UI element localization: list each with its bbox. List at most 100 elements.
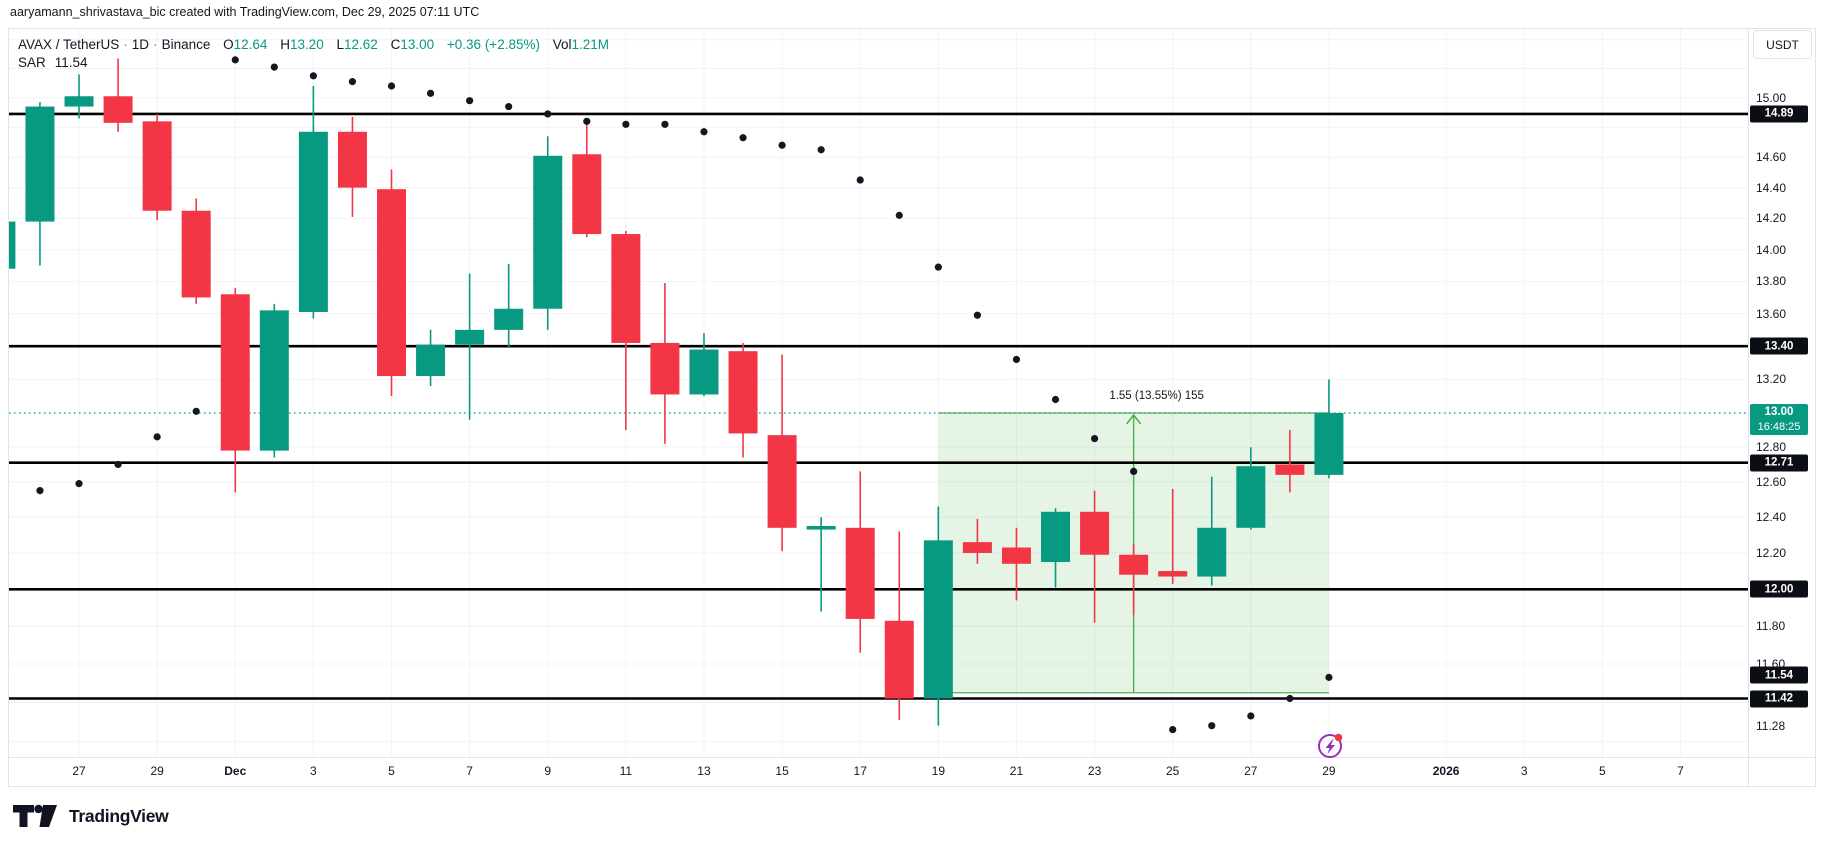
exchange-label: Binance bbox=[161, 37, 211, 52]
candles-layer bbox=[9, 58, 1344, 726]
time-axis-label: 7 bbox=[466, 764, 473, 778]
candle-body bbox=[494, 308, 524, 330]
candle-body bbox=[64, 96, 94, 107]
candle-body bbox=[298, 131, 328, 312]
tradingview-logo-text: TradingView bbox=[69, 805, 169, 826]
sar-dot bbox=[1286, 694, 1294, 703]
sar-dot bbox=[231, 56, 239, 64]
price-axis-badge: 11.54 bbox=[1750, 666, 1808, 684]
open-value: 12.64 bbox=[233, 37, 268, 52]
symbol-legend[interactable]: AVAX / TetherUS · 1D · Binance O12.64 H13.20… bbox=[18, 37, 609, 52]
candle bbox=[572, 124, 602, 238]
candle bbox=[181, 198, 211, 304]
price-axis-badge: 12.71 bbox=[1750, 454, 1808, 472]
bar-countdown: 16:48:25 bbox=[1757, 421, 1801, 433]
candle bbox=[1236, 447, 1266, 530]
legend-separator: · bbox=[153, 37, 158, 52]
horizontal-drawing-lines[interactable] bbox=[9, 112, 1748, 700]
low-value: 12.62 bbox=[344, 37, 378, 52]
price-range-label: 1.55 (13.55%) 155 bbox=[1109, 390, 1204, 402]
candle bbox=[455, 273, 485, 420]
close-label: C bbox=[390, 37, 401, 52]
current-price-badge: 13.00 16:48:25 bbox=[1750, 404, 1808, 435]
candle-body bbox=[377, 189, 406, 377]
time-axis-label: 27 bbox=[1244, 764, 1258, 778]
sar-dot bbox=[856, 176, 864, 184]
candle bbox=[767, 354, 797, 552]
candle-body bbox=[1314, 413, 1344, 475]
candle-body bbox=[181, 210, 211, 298]
candle bbox=[962, 518, 992, 564]
volume-label: Vol bbox=[552, 37, 572, 52]
sar-dot bbox=[622, 120, 630, 128]
candle-body bbox=[845, 527, 875, 619]
time-axis-label: 21 bbox=[1009, 764, 1024, 778]
candle-body bbox=[767, 435, 797, 528]
candle-body bbox=[337, 131, 367, 188]
price-axis-label: 14.00 bbox=[1756, 242, 1787, 257]
sar-dot bbox=[778, 141, 786, 149]
sar-dot bbox=[934, 263, 942, 271]
candle-body bbox=[962, 542, 992, 553]
indicator-legend[interactable]: SAR 11.54 bbox=[18, 55, 88, 70]
candle-body bbox=[9, 221, 16, 269]
price-axis-label: 12.20 bbox=[1756, 545, 1787, 560]
indicator-value: 11.54 bbox=[54, 55, 88, 70]
time-axis-label: 17 bbox=[853, 764, 867, 778]
candle bbox=[1001, 527, 1031, 601]
candle bbox=[1119, 543, 1149, 616]
price-axis-label: 13.80 bbox=[1756, 274, 1787, 289]
change-value: +0.36 (+2.85%) bbox=[446, 37, 540, 52]
candle-body bbox=[103, 96, 133, 123]
candle-body bbox=[806, 526, 836, 530]
candle bbox=[845, 471, 875, 653]
candle bbox=[220, 287, 250, 493]
candle bbox=[1197, 476, 1227, 586]
magic-ai-button[interactable] bbox=[1314, 730, 1346, 762]
open-label: O bbox=[223, 37, 234, 52]
candle bbox=[884, 531, 914, 720]
price-axis-label: 13.20 bbox=[1756, 372, 1787, 387]
candle-body bbox=[728, 351, 758, 434]
candle-body bbox=[884, 620, 914, 699]
legend-separator: · bbox=[123, 37, 128, 52]
sar-dot bbox=[153, 433, 161, 441]
candle-body bbox=[1001, 547, 1031, 564]
currency-toggle-button[interactable]: USDT bbox=[1753, 30, 1812, 59]
price-axis-separator bbox=[1748, 28, 1749, 787]
candle-body bbox=[142, 121, 172, 211]
time-axis-label: 19 bbox=[931, 764, 946, 778]
tradingview-logo[interactable]: TradingView bbox=[13, 802, 169, 830]
sar-dot bbox=[505, 102, 513, 111]
sar-dot bbox=[192, 407, 200, 415]
sar-dot bbox=[700, 128, 708, 136]
price-axis-badge: 14.89 bbox=[1750, 105, 1808, 123]
candle-body bbox=[25, 106, 55, 222]
price-axis-label: 13.60 bbox=[1756, 306, 1787, 321]
sar-dot bbox=[309, 72, 317, 80]
indicator-name: SAR bbox=[18, 55, 46, 70]
price-axis-label: 12.80 bbox=[1756, 440, 1787, 455]
candle bbox=[1041, 508, 1071, 588]
sar-dot bbox=[583, 117, 591, 125]
candle bbox=[9, 221, 16, 269]
sar-dot bbox=[1208, 722, 1216, 730]
candle bbox=[806, 517, 836, 612]
time-axis-separator bbox=[8, 757, 1816, 758]
candle bbox=[103, 58, 133, 132]
candle-body bbox=[220, 294, 250, 451]
candle bbox=[25, 102, 55, 266]
candle bbox=[923, 506, 953, 726]
candle-body bbox=[923, 540, 953, 699]
candle bbox=[1080, 490, 1110, 623]
candle-body bbox=[1275, 464, 1305, 475]
candle-body bbox=[416, 344, 446, 377]
time-axis-label: 7 bbox=[1677, 764, 1684, 778]
candle-body bbox=[572, 154, 602, 235]
sar-dot bbox=[466, 97, 474, 105]
candle bbox=[494, 263, 524, 348]
sar-dot bbox=[739, 134, 747, 142]
price-axis-label: 12.40 bbox=[1756, 510, 1787, 525]
